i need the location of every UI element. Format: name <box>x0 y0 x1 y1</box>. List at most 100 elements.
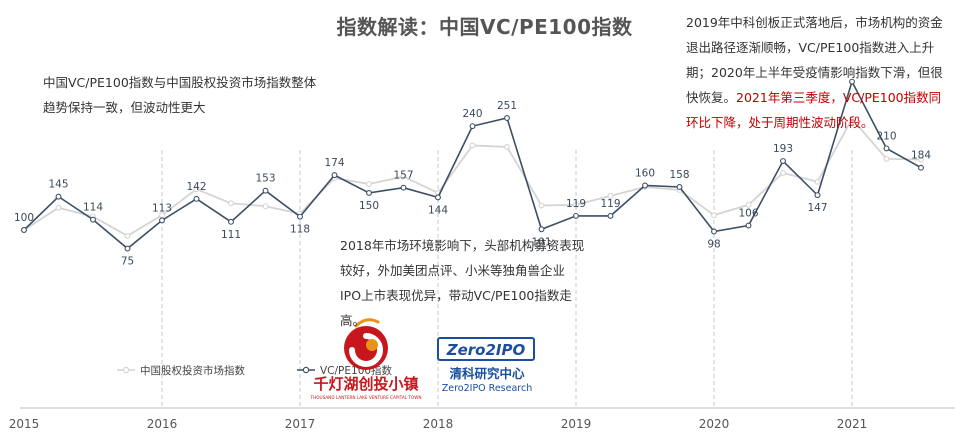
data-label-2016Q3: 111 <box>221 229 241 241</box>
point-market-2020Q2 <box>745 201 752 208</box>
data-label-2016Q1: 113 <box>152 202 172 214</box>
data-label-2020Q2: 106 <box>738 208 758 220</box>
point-vcpe-2020Q2 <box>745 222 752 229</box>
note-right: 2019年中科创板正式落地后，市场机构的资金退出路径逐渐顺畅，VC/PE100指… <box>686 10 951 135</box>
point-vcpe-2018Q4 <box>538 226 545 233</box>
zero2ipo-chinese-name: 清科研究中心 <box>449 366 525 381</box>
point-market-2015Q2 <box>55 204 62 211</box>
point-market-2016Q2 <box>193 186 200 193</box>
point-vcpe-2017Q1 <box>297 213 303 220</box>
point-vcpe-2020Q4 <box>814 192 821 199</box>
note-right-red: 2021年第三季度，VC/PE100指数同环比下降，处于周期性波动阶段。 <box>686 90 942 130</box>
point-vcpe-2018Q3 <box>504 115 510 121</box>
point-vcpe-2015Q2 <box>55 193 62 200</box>
point-market-2018Q4 <box>538 202 545 209</box>
point-vcpe-2020Q1 <box>711 228 717 235</box>
x-tick-label-2020: 2020 <box>699 417 730 431</box>
point-market-2016Q3 <box>228 200 234 207</box>
point-vcpe-2016Q1 <box>159 217 165 224</box>
point-market-2016Q4 <box>262 203 269 210</box>
point-vcpe-2015Q4 <box>124 245 131 252</box>
point-vcpe-2016Q2 <box>193 195 200 202</box>
point-market-2018Q3 <box>504 143 510 150</box>
qiandenghu-emblem-swirl <box>349 333 383 367</box>
note-middle: 2018年市场环境影响下，头部机构募资表现较好，外加美团点评、小米等独角兽企业I… <box>340 238 585 328</box>
point-vcpe-2016Q4 <box>262 187 269 194</box>
point-vcpe-2019Q2 <box>607 212 614 219</box>
data-label-2019Q3: 160 <box>635 167 655 179</box>
series-line-market <box>23 117 922 237</box>
point-vcpe-2017Q4 <box>400 184 407 191</box>
point-market-2021Q3 <box>918 156 924 163</box>
note-right-black: 2019年中科创板正式落地后，市场机构的资金退出路径逐渐顺畅，VC/PE100指… <box>686 15 943 105</box>
point-market-2018Q2 <box>469 142 476 149</box>
legend-marker-market <box>122 366 130 374</box>
legend-marker-vcpe <box>302 366 310 374</box>
point-vcpe-2018Q1 <box>435 194 441 201</box>
point-market-2020Q3 <box>780 169 786 176</box>
data-label-2017Q1: 118 <box>290 224 310 236</box>
point-market-2020Q1 <box>711 212 717 219</box>
point-market-2021Q1 <box>849 115 855 122</box>
data-label-2015Q2: 145 <box>48 179 68 191</box>
data-label-2020Q1: 98 <box>707 238 720 250</box>
data-label-2017Q4: 157 <box>393 170 413 182</box>
data-label-2019Q2: 119 <box>600 198 620 210</box>
point-vcpe-2018Q2 <box>469 123 476 130</box>
point-vcpe-2019Q3 <box>642 182 648 189</box>
x-tick-labels: 2015 2016 2017 2018 2019 2020 2021 <box>9 417 868 431</box>
data-label-2017Q3: 150 <box>359 200 379 212</box>
legend-label-market: 中国股权投资市场指数 <box>140 364 245 377</box>
data-label-2015Q1: 100 <box>14 212 34 224</box>
data-label-2018Q3: 251 <box>497 100 517 112</box>
data-label-2018Q1: 144 <box>428 204 448 216</box>
data-labels: 100 145 114 75 113 142 111 153 118 174 150 157 144 24… <box>14 100 931 268</box>
x-tick-label-2018: 2018 <box>423 417 454 431</box>
data-label-2019Q1: 119 <box>566 198 586 210</box>
data-label-2015Q3: 114 <box>83 202 103 214</box>
point-vcpe-2015Q1 <box>21 227 27 233</box>
zero2ipo-logo: Zero2IPO 清科研究中心 Zero2IPO Research <box>437 337 535 394</box>
note-left: 中国VC/PE100指数与中国股权投资市场指数整体趋势保持一致，但波动性更大 <box>43 75 317 115</box>
point-vcpe-2017Q2 <box>331 172 338 179</box>
data-label-2020Q4: 147 <box>807 202 827 214</box>
point-vcpe-2015Q3 <box>90 216 96 223</box>
zero2ipo-badge <box>437 337 535 361</box>
point-market-2015Q4 <box>124 232 131 239</box>
chart-title: 指数解读：中国VC/PE100指数 <box>336 15 633 39</box>
x-tick-label-2021: 2021 <box>837 417 868 431</box>
x-tick-label-2015: 2015 <box>9 417 40 431</box>
point-vcpe-2021Q1 <box>849 78 855 85</box>
data-label-2020Q3: 193 <box>773 143 793 155</box>
qiandenghu-english-name: THOUSAND LANTERN LAKE VENTURE CAPITAL TO… <box>310 395 422 400</box>
qiandenghu-logo: 千灯湖创投小镇 THOUSAND LANTERN LAKE VENTURE CA… <box>310 318 422 400</box>
data-label-2021Q2: 210 <box>876 130 896 142</box>
data-label-2017Q2: 174 <box>324 157 344 169</box>
data-label-2019Q4: 158 <box>669 169 689 181</box>
point-vcpe-2021Q2 <box>883 145 890 152</box>
x-tick-label-2019: 2019 <box>561 417 592 431</box>
point-vcpe-2020Q3 <box>780 158 786 164</box>
qiandenghu-name: 千灯湖创投小镇 <box>313 375 418 393</box>
x-tick-label-2017: 2017 <box>285 417 316 431</box>
point-vcpe-2016Q3 <box>228 218 234 225</box>
data-label-2016Q2: 142 <box>186 181 206 193</box>
qiandenghu-emblem-flame <box>354 318 380 328</box>
point-vcpe-2021Q3 <box>918 164 924 171</box>
point-market-2017Q4 <box>400 173 407 180</box>
point-market-2019Q2 <box>607 192 614 199</box>
series <box>21 78 924 252</box>
point-market-2019Q1 <box>573 201 579 208</box>
data-label-2016Q4: 153 <box>255 173 275 185</box>
point-vcpe-2019Q1 <box>573 212 579 219</box>
point-market-2017Q3 <box>366 181 372 187</box>
point-vcpe-2017Q3 <box>366 189 372 196</box>
qiandenghu-emblem-dot <box>366 339 378 351</box>
data-label-2015Q4: 75 <box>121 256 134 268</box>
data-label-2018Q4: 101 <box>531 236 551 248</box>
zero2ipo-badge-text: Zero2IPO <box>446 341 526 359</box>
zero2ipo-english-name: Zero2IPO Research <box>442 383 533 394</box>
data-label-2021Q3: 184 <box>911 150 931 162</box>
point-market-2021Q2 <box>883 155 890 162</box>
